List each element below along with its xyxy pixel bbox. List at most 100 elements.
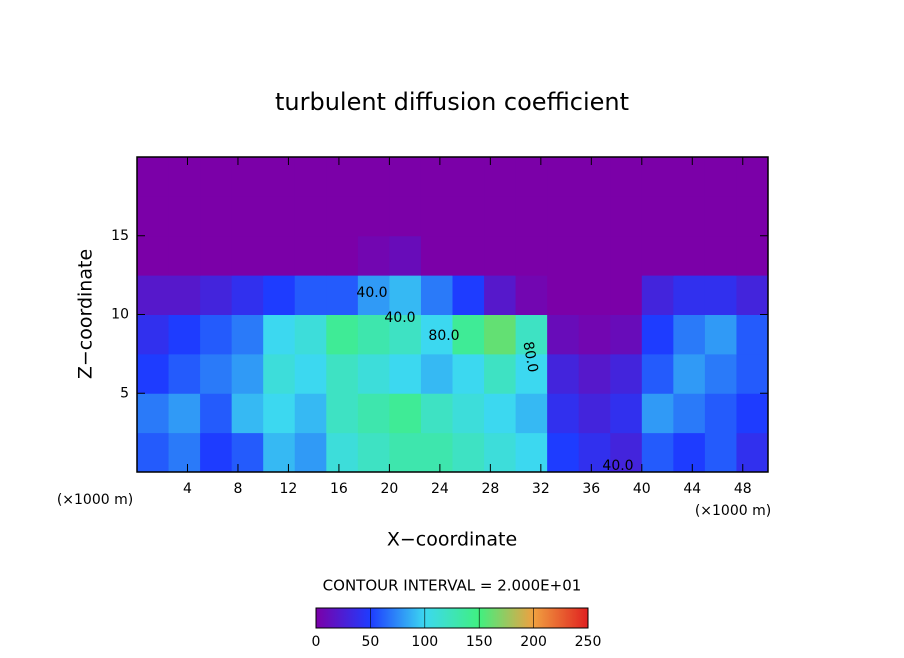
x-tick-label: 20 [380, 481, 398, 497]
cell [200, 196, 233, 237]
cell [168, 157, 201, 197]
cell [484, 314, 517, 355]
cell [231, 157, 264, 197]
cell [168, 314, 201, 355]
cell [547, 157, 580, 197]
contour-label: 40.0 [602, 458, 633, 474]
cell [231, 314, 264, 355]
cell [641, 196, 674, 237]
y-axis-label: Z−coordinate [75, 249, 97, 379]
cell [389, 235, 422, 276]
cell [263, 157, 296, 197]
field [137, 157, 769, 473]
y-tick-label: 10 [111, 307, 129, 323]
cell [326, 157, 359, 197]
cell [641, 314, 674, 355]
cell [547, 353, 580, 394]
cell [515, 157, 548, 197]
y-tick-label: 15 [111, 228, 129, 244]
cell [547, 314, 580, 355]
cell [578, 235, 611, 276]
cell [736, 314, 769, 355]
cell [610, 196, 643, 237]
cell [231, 432, 264, 473]
cell [641, 353, 674, 394]
cell [736, 235, 769, 276]
cell [263, 235, 296, 276]
cell [357, 157, 390, 197]
contour-label: 80.0 [428, 328, 459, 344]
cell [673, 432, 706, 473]
cell [515, 235, 548, 276]
x-tick-label: 12 [280, 481, 298, 497]
cell [736, 157, 769, 197]
cell [263, 393, 296, 434]
cell [357, 235, 390, 276]
cell [736, 275, 769, 315]
cell [515, 196, 548, 237]
cell [420, 353, 453, 394]
cell [420, 157, 453, 197]
cell [420, 235, 453, 276]
contour-interval: CONTOUR INTERVAL = 2.000E+01 [323, 577, 582, 595]
cell [294, 275, 327, 315]
cell [578, 196, 611, 237]
cell [420, 432, 453, 473]
cell [641, 235, 674, 276]
cell [357, 393, 390, 434]
cell [578, 157, 611, 197]
cell [294, 157, 327, 197]
cell [231, 196, 264, 237]
cell [704, 314, 737, 355]
x-tick-label: 40 [633, 481, 651, 497]
cell [137, 196, 170, 237]
colorbar-tick-label: 200 [520, 634, 547, 650]
contour-label: 40.0 [384, 310, 415, 326]
cell [641, 275, 674, 315]
cell [673, 275, 706, 315]
cell [420, 196, 453, 237]
cell [610, 157, 643, 197]
cell [389, 157, 422, 197]
cell [610, 432, 643, 473]
cell [137, 157, 170, 197]
cell [137, 235, 170, 276]
cell [326, 353, 359, 394]
cell [357, 196, 390, 237]
cell [452, 393, 485, 434]
cell [515, 393, 548, 434]
cell [294, 432, 327, 473]
cell [452, 157, 485, 197]
cell [704, 393, 737, 434]
cell [200, 157, 233, 197]
cell [578, 393, 611, 434]
cell [610, 393, 643, 434]
cell [389, 353, 422, 394]
x-axis-label: X−coordinate [387, 529, 517, 551]
cell [420, 314, 453, 355]
cell [515, 275, 548, 315]
x-tick-label: 28 [481, 481, 499, 497]
cell [137, 432, 170, 473]
cell [357, 432, 390, 473]
cell [200, 393, 233, 434]
cell [736, 393, 769, 434]
cell [452, 432, 485, 473]
colorbar-tick-label: 100 [411, 634, 438, 650]
cell [420, 275, 453, 315]
cell [389, 393, 422, 434]
cell [547, 275, 580, 315]
cell [547, 235, 580, 276]
cell [263, 314, 296, 355]
colorbar-tick-label: 150 [466, 634, 493, 650]
cell [610, 314, 643, 355]
cell [673, 314, 706, 355]
cell [578, 432, 611, 473]
cell [294, 314, 327, 355]
colorbar-tick-label: 0 [312, 634, 321, 650]
cell [452, 235, 485, 276]
cell [610, 235, 643, 276]
cell [484, 157, 517, 197]
